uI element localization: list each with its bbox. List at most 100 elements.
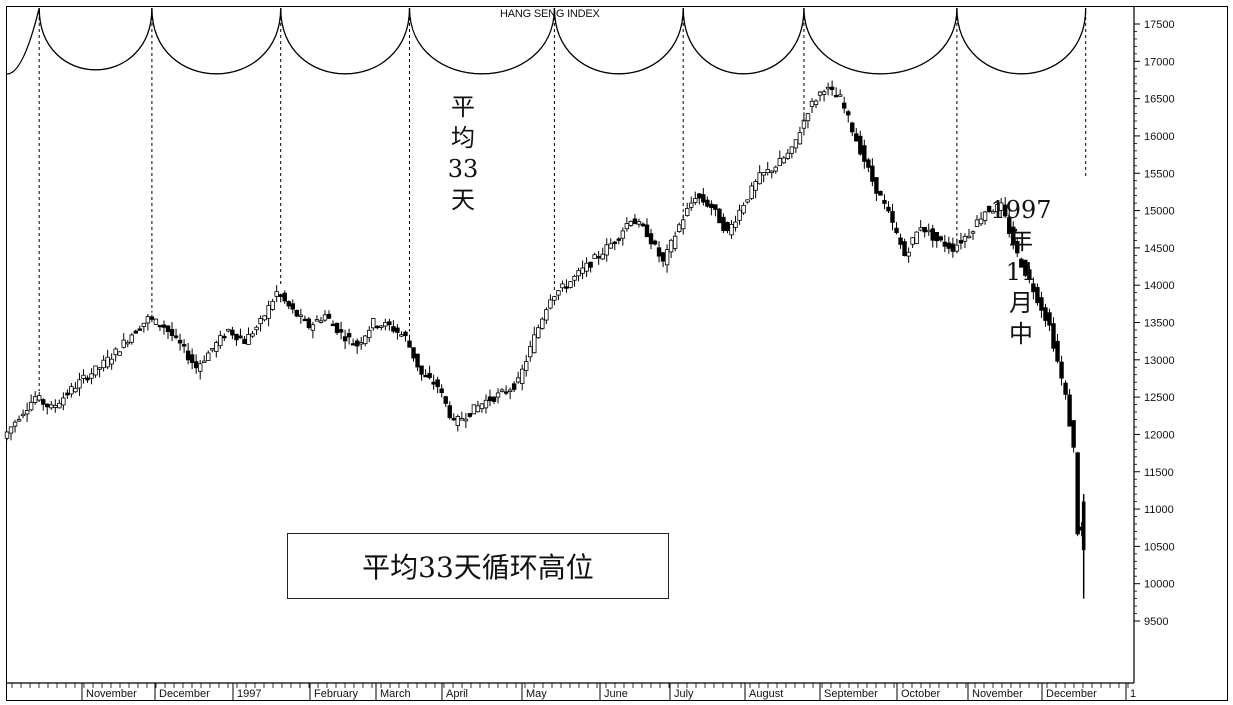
- candle-body: [125, 341, 130, 345]
- candle-body: [777, 158, 782, 167]
- candle-body: [234, 333, 239, 341]
- candle-body: [528, 346, 533, 358]
- candle-body: [451, 417, 456, 421]
- candle-body: [81, 374, 86, 379]
- candle-body: [1075, 452, 1080, 535]
- candle-body: [1027, 269, 1032, 280]
- candle-body: [193, 361, 199, 369]
- candle-body: [725, 221, 730, 232]
- candle-body: [507, 389, 513, 392]
- candle-body: [161, 324, 167, 328]
- candle-body: [974, 219, 980, 227]
- candle-body: [729, 224, 734, 236]
- candle-body: [109, 358, 114, 365]
- candle-body: [483, 399, 489, 409]
- candle-body: [202, 360, 207, 363]
- candle-body: [395, 327, 400, 333]
- candle-body: [1063, 382, 1068, 395]
- candle-body: [310, 324, 316, 331]
- candle-body: [753, 181, 758, 191]
- cycle-arc: [803, 7, 958, 75]
- y-tick-label: 13000: [1144, 355, 1175, 367]
- candle-body: [596, 256, 601, 259]
- candle-body: [61, 397, 66, 406]
- candle-body: [499, 389, 505, 392]
- candle-body: [93, 365, 98, 376]
- candle-body: [990, 211, 996, 214]
- cycle-label-1997-november: 1997 年 11 月 中: [990, 196, 1052, 348]
- candle-body: [1055, 340, 1060, 362]
- candle-body: [371, 318, 376, 329]
- candle-body: [809, 100, 815, 107]
- candle-body: [568, 281, 573, 288]
- y-tick-label: 12500: [1144, 392, 1175, 404]
- candle-body: [709, 203, 714, 209]
- x-tick-label: November: [86, 688, 137, 700]
- candle-body: [616, 238, 621, 241]
- candle-body: [656, 247, 662, 257]
- y-tick-label: 15000: [1144, 206, 1175, 218]
- candle-body: [813, 100, 819, 105]
- candle-body: [1043, 307, 1048, 321]
- y-tick-label: 11500: [1144, 467, 1174, 479]
- candle-body: [1067, 394, 1072, 427]
- candle-body: [475, 405, 481, 413]
- x-tick-label: February: [314, 688, 359, 700]
- candle-body: [640, 223, 646, 227]
- candle-body: [254, 326, 259, 331]
- candle-body: [556, 290, 561, 296]
- candle-body: [222, 335, 227, 339]
- candle-body: [922, 226, 927, 233]
- candle-body: [230, 329, 235, 336]
- candle-body: [113, 348, 118, 356]
- candle-body: [693, 198, 698, 203]
- candle-body: [403, 331, 408, 337]
- candle-body: [781, 157, 787, 164]
- candle-body: [117, 351, 122, 356]
- candle-body: [620, 230, 626, 239]
- candle-body: [918, 227, 923, 231]
- candle-body: [866, 159, 871, 168]
- x-tick-label: March: [380, 688, 411, 700]
- candle-body: [133, 330, 138, 334]
- candle-body: [270, 301, 275, 310]
- candle-body: [652, 240, 658, 245]
- candle-body: [878, 190, 883, 196]
- cycle-arc: [38, 7, 153, 71]
- candle-body: [902, 241, 907, 257]
- candle-body: [435, 379, 440, 388]
- x-tick-label: December: [1046, 688, 1097, 700]
- candle-body: [459, 418, 465, 421]
- candle-body: [749, 185, 754, 200]
- candle-body: [850, 122, 855, 133]
- candle-body: [769, 170, 774, 173]
- candle-body: [214, 342, 219, 352]
- candle-body: [346, 332, 352, 338]
- candle-body: [129, 334, 134, 343]
- y-tick-label: 15500: [1144, 168, 1175, 180]
- y-tick-label: 17500: [1144, 19, 1175, 31]
- candle-body: [668, 239, 674, 253]
- y-tick-label: 17000: [1144, 56, 1175, 68]
- candle-body: [1007, 217, 1012, 234]
- candle-body: [544, 309, 549, 321]
- candle-body: [950, 243, 956, 252]
- candle-body: [1031, 283, 1036, 293]
- candle-body: [141, 322, 147, 327]
- candle-body: [149, 316, 155, 320]
- candle-body: [367, 329, 372, 339]
- candle-body: [954, 244, 960, 252]
- cycle-arc: [956, 7, 1087, 75]
- candle-body: [101, 359, 106, 369]
- candle-body: [986, 205, 992, 212]
- candle-body: [789, 146, 795, 154]
- candle-body: [350, 343, 356, 346]
- candle-body: [358, 342, 364, 345]
- candle-body: [16, 419, 22, 422]
- cycle-arc: [408, 7, 556, 75]
- candle-body: [660, 252, 666, 262]
- candle-body: [471, 404, 477, 415]
- candle-body: [785, 152, 791, 159]
- candle-body: [153, 318, 159, 325]
- candle-body: [375, 325, 380, 329]
